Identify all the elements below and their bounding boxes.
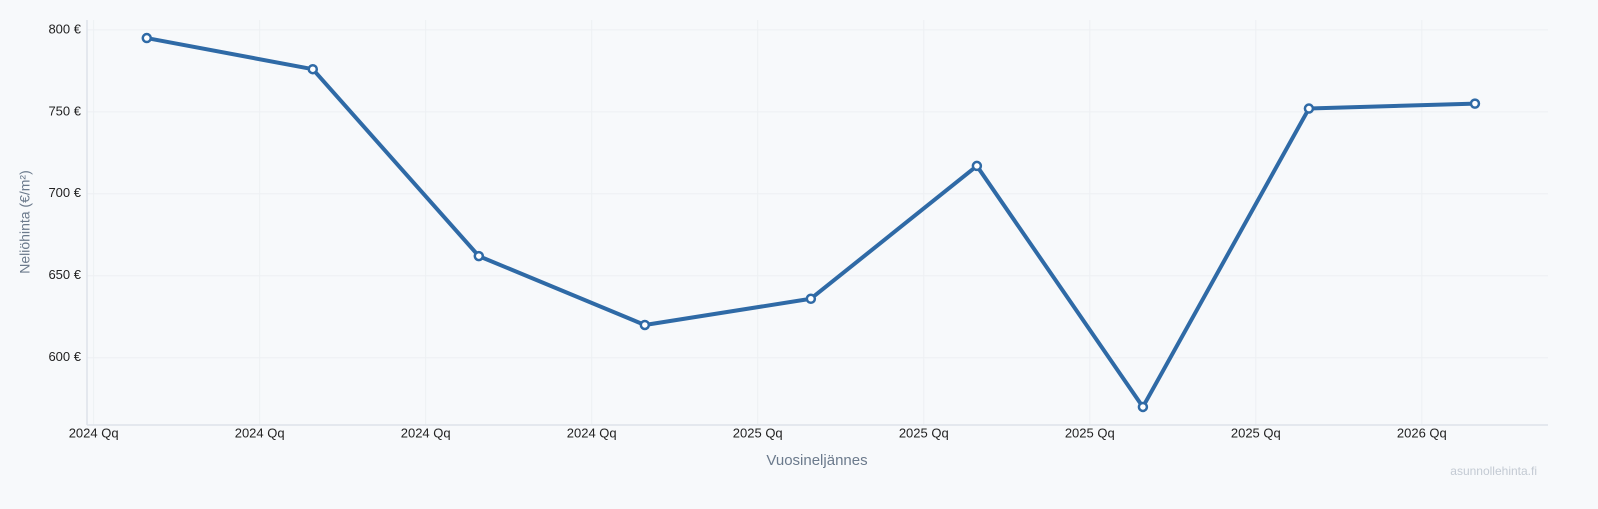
x-tick-label: 2025 Qq <box>899 425 949 440</box>
y-tick-label: 800 € <box>48 21 81 36</box>
watermark: asunnollehinta.fi <box>1450 464 1537 478</box>
x-tick-label: 2024 Qq <box>69 425 119 440</box>
x-tick-label: 2024 Qq <box>235 425 285 440</box>
y-tick-label: 650 € <box>48 267 81 282</box>
y-tick-label: 700 € <box>48 185 81 200</box>
x-tick-label: 2024 Qq <box>401 425 451 440</box>
point <box>639 319 651 331</box>
x-axis-label: Vuosineljännes <box>766 452 867 469</box>
point <box>307 63 319 75</box>
point <box>971 160 983 172</box>
y-tick-label: 750 € <box>48 103 81 118</box>
x-tick-label: 2025 Qq <box>733 425 783 440</box>
x-tick-label: 2025 Qq <box>1065 425 1115 440</box>
x-tick-label: 2024 Qq <box>567 425 617 440</box>
y-axis-label: Neliöhinta (€/m²) <box>17 170 33 273</box>
point <box>1303 103 1315 114</box>
point <box>1469 98 1481 109</box>
point <box>1137 401 1149 413</box>
point <box>805 293 817 304</box>
point <box>473 250 485 262</box>
x-tick-label: 2025 Qq <box>1231 425 1281 440</box>
y-tick-label: 600 € <box>48 349 81 364</box>
point <box>141 32 153 44</box>
x-tick-label: 2026 Qq <box>1397 425 1447 440</box>
